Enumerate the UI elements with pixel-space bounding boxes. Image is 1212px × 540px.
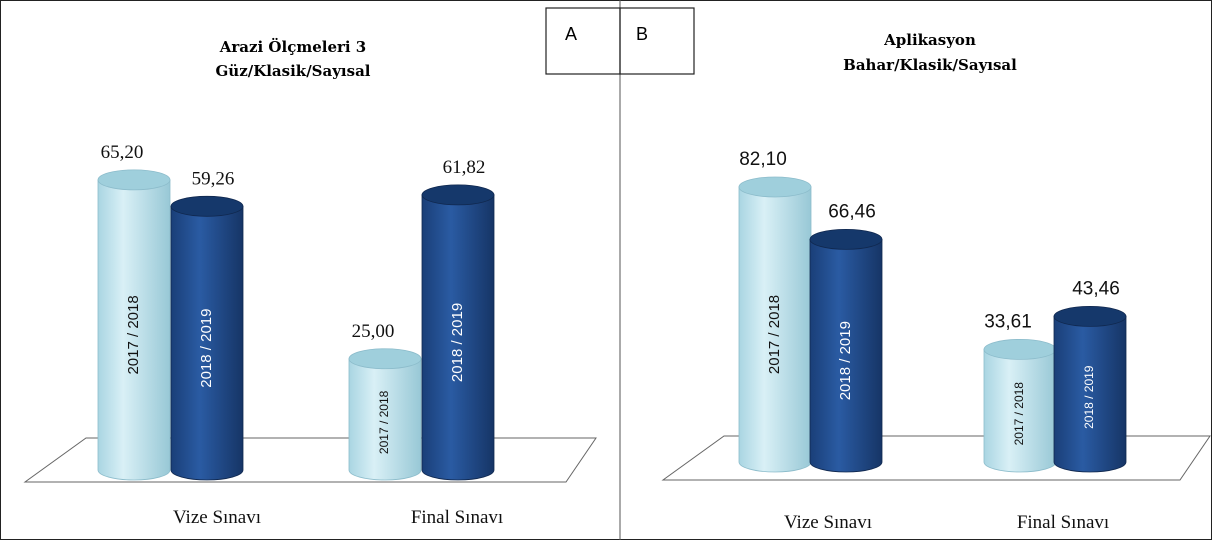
bar-series-label: 2017 / 2018 <box>125 295 142 374</box>
chart-a-category-vize: Vize Sınavı <box>173 507 261 528</box>
chart-a-title-line1: Arazi Ölçmeleri 3 <box>219 37 367 56</box>
chart-b-title-line2: Bahar/Klasik/Sayısal <box>843 56 1017 74</box>
bar-top <box>421 184 495 206</box>
chart-a-floor <box>23 437 597 483</box>
bar-top <box>983 339 1057 360</box>
bar-body <box>809 238 883 473</box>
chart-b-category-vize: Vize Sınavı <box>784 512 872 533</box>
bar-value-label: 43,46 <box>1072 278 1120 299</box>
bar-series-label: 2018 / 2019 <box>1082 365 1096 429</box>
chart-b-floor <box>661 435 1211 481</box>
panel-label-box-a <box>545 7 621 75</box>
bar-body <box>738 186 812 473</box>
bar-value-label: 82,10 <box>739 149 787 170</box>
chart-a-bar-1-1: 2017 / 2018 65,20 <box>97 142 171 481</box>
bar-series-label: 2017 / 2018 <box>1012 382 1026 446</box>
bar-top <box>1053 306 1127 327</box>
bar-body <box>97 179 171 481</box>
chart-a-bar-2-2: 2018 / 2019 61,82 <box>421 157 495 481</box>
bar-top <box>809 228 883 250</box>
chart-a-category-final: Final Sınavı <box>411 507 503 528</box>
bar-body <box>348 358 422 481</box>
bar-body <box>1053 316 1127 473</box>
bar-series-label: 2018 / 2019 <box>837 321 854 400</box>
bar-value-label: 59,26 <box>192 168 235 189</box>
bar-top <box>738 176 812 198</box>
bar-top <box>170 195 244 217</box>
chart-b-bar-2-1: 2018 / 2019 66,46 <box>809 201 883 473</box>
bar-series-label: 2018 / 2019 <box>449 303 466 382</box>
bar-value-label: 66,46 <box>828 201 876 222</box>
panel-label-b: B <box>636 24 648 44</box>
bar-top <box>97 169 171 191</box>
bar-series-label: 2018 / 2019 <box>198 309 215 388</box>
chart-b-bar-1-1: 2017 / 2018 82,10 <box>738 149 812 473</box>
bar-body <box>421 194 495 481</box>
panel-label-box-b <box>619 7 695 75</box>
chart-a-title-line2: Güz/Klasik/Sayısal <box>215 62 370 80</box>
chart-b-bar-1-2: 2017 / 2018 33,61 <box>983 311 1057 473</box>
panel-label-a: A <box>565 24 577 44</box>
chart-b-title-line1: Aplikasyon <box>883 31 976 49</box>
bar-body <box>170 205 244 481</box>
bar-series-label: 2017 / 2018 <box>377 390 391 454</box>
chart-a-bar-2-1: 2018 / 2019 59,26 <box>170 168 244 481</box>
bar-top <box>348 348 422 370</box>
chart-b-bar-2-2: 2018 / 2019 43,46 <box>1053 278 1127 473</box>
bar-value-label: 25,00 <box>352 321 395 342</box>
chart-a-bar-1-2: 2017 / 2018 25,00 <box>348 321 422 481</box>
bar-series-label: 2017 / 2018 <box>766 295 783 374</box>
bar-value-label: 33,61 <box>984 311 1032 332</box>
bar-value-label: 65,20 <box>101 142 144 163</box>
chart-b-category-final: Final Sınavı <box>1017 512 1109 533</box>
bar-value-label: 61,82 <box>443 157 486 178</box>
